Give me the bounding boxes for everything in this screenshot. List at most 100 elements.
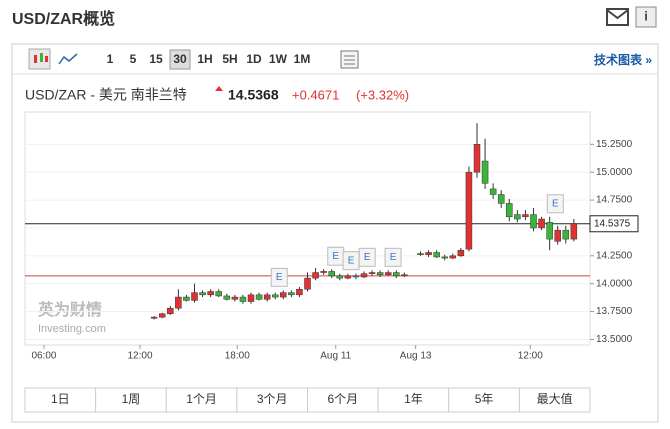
candle-body bbox=[425, 252, 432, 255]
candle-body bbox=[304, 277, 311, 290]
candle-icon[interactable] bbox=[28, 48, 51, 70]
range-label: 1个月 bbox=[186, 392, 217, 406]
last-price-box bbox=[589, 215, 639, 233]
range-label: 1年 bbox=[404, 392, 423, 406]
candle-body bbox=[570, 223, 578, 240]
candle-body bbox=[247, 294, 255, 302]
candle-body bbox=[150, 316, 158, 319]
event-marker[interactable] bbox=[546, 194, 564, 214]
interval-button[interactable]: 30 bbox=[173, 52, 187, 66]
candle-body bbox=[352, 275, 360, 278]
range-button[interactable] bbox=[165, 387, 238, 413]
plot-area bbox=[24, 111, 591, 346]
tech-chart-link[interactable]: 技术图表 » bbox=[594, 52, 652, 67]
watermark-brand: 英为财情 bbox=[37, 300, 102, 319]
candle-body bbox=[263, 294, 271, 300]
range-label: 6个月 bbox=[327, 392, 358, 406]
candle-body bbox=[271, 294, 279, 298]
candle-body bbox=[457, 249, 465, 257]
candle-body bbox=[562, 229, 570, 240]
candle-body bbox=[497, 194, 505, 204]
svg-text:i: i bbox=[644, 8, 648, 23]
y-tick-label: 14.2500 bbox=[596, 250, 633, 261]
candle-body bbox=[280, 292, 287, 298]
info-icon[interactable]: i bbox=[635, 6, 657, 28]
interval-button[interactable]: 1H bbox=[197, 52, 212, 66]
watermark-site: Investing.com bbox=[38, 323, 106, 335]
interval-button[interactable]: 1D bbox=[246, 52, 262, 66]
interval-button[interactable]: 5 bbox=[130, 52, 137, 66]
candle-body bbox=[296, 289, 303, 296]
range-button[interactable] bbox=[24, 387, 97, 413]
candle-body bbox=[506, 203, 513, 218]
event-label: E bbox=[390, 252, 397, 263]
event-label: E bbox=[364, 252, 371, 263]
y-tick-label: 15.2500 bbox=[596, 139, 633, 150]
quote-change: +0.4671 bbox=[292, 87, 339, 102]
candle-body bbox=[376, 272, 384, 276]
candle-body bbox=[255, 294, 263, 300]
candle-body bbox=[344, 275, 352, 279]
candle-body bbox=[441, 256, 448, 259]
event-label: E bbox=[332, 251, 339, 262]
settings-icon[interactable] bbox=[340, 50, 359, 69]
y-tick-label: 15.0000 bbox=[596, 167, 633, 178]
candle-body bbox=[530, 214, 537, 229]
candle-body bbox=[231, 296, 239, 300]
y-tick-label: 14.7500 bbox=[596, 195, 633, 206]
quote-price: 14.5368 bbox=[228, 87, 279, 103]
range-label: 1日 bbox=[51, 392, 70, 406]
event-marker[interactable] bbox=[270, 267, 288, 287]
event-label: E bbox=[276, 272, 283, 283]
candle-body bbox=[336, 275, 344, 279]
interval-button[interactable]: 1M bbox=[294, 52, 311, 66]
candle-body bbox=[167, 307, 174, 315]
candle-body bbox=[360, 273, 368, 278]
interval-button[interactable]: 5H bbox=[222, 52, 237, 66]
y-tick-label: 14.0000 bbox=[596, 278, 633, 289]
candle-body bbox=[465, 171, 473, 250]
x-tick-label: 12:00 bbox=[518, 351, 543, 362]
candle-body bbox=[328, 271, 335, 277]
selected-interval bbox=[169, 49, 191, 70]
candle-body bbox=[546, 222, 553, 240]
range-button[interactable] bbox=[236, 387, 308, 413]
x-tick-label: 18:00 bbox=[225, 351, 250, 362]
candle-body bbox=[384, 272, 392, 276]
candle-body bbox=[288, 292, 295, 296]
page-title: USD/ZAR概览 bbox=[12, 9, 115, 28]
quote-change-pct: (+3.32%) bbox=[356, 87, 409, 102]
line-icon[interactable] bbox=[58, 53, 78, 65]
event-marker[interactable] bbox=[358, 247, 376, 267]
event-marker[interactable] bbox=[384, 247, 402, 267]
mail-icon[interactable] bbox=[606, 8, 629, 26]
candle-body bbox=[473, 144, 481, 173]
range-button[interactable] bbox=[95, 387, 167, 413]
interval-button[interactable]: 15 bbox=[149, 52, 163, 66]
candle-body bbox=[199, 292, 206, 296]
candle-body bbox=[449, 255, 457, 259]
last-price-label: 14.5375 bbox=[594, 218, 631, 229]
range-label: 3个月 bbox=[257, 392, 288, 406]
range-label: 1周 bbox=[122, 392, 141, 406]
x-tick-label: 06:00 bbox=[31, 351, 56, 362]
interval-button[interactable]: 1W bbox=[269, 52, 288, 66]
candle-body bbox=[183, 296, 190, 301]
candle-body bbox=[175, 296, 182, 309]
y-tick-label: 13.7500 bbox=[596, 306, 633, 317]
candle-body bbox=[433, 252, 440, 258]
x-tick-label: Aug 11 bbox=[320, 351, 351, 362]
candle-body bbox=[239, 296, 247, 302]
candle-body bbox=[522, 214, 529, 218]
y-tick-label: 13.5000 bbox=[596, 334, 633, 345]
candle-body bbox=[481, 160, 489, 184]
candle-body bbox=[191, 292, 198, 301]
candle-body bbox=[538, 218, 545, 229]
range-button[interactable] bbox=[518, 387, 591, 413]
interval-button[interactable]: 1 bbox=[107, 52, 114, 66]
event-label: E bbox=[552, 198, 559, 209]
x-tick-label: 12:00 bbox=[128, 351, 153, 362]
range-button[interactable] bbox=[448, 387, 520, 413]
candle-body bbox=[401, 274, 408, 277]
